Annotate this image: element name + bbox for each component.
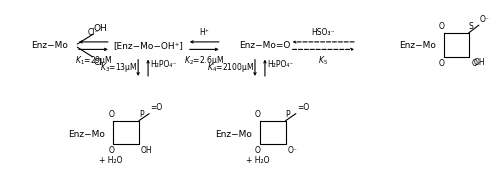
- Text: Enz−Mo: Enz−Mo: [399, 41, 436, 50]
- Text: H⁺: H⁺: [200, 28, 209, 37]
- Text: Cl: Cl: [94, 58, 102, 67]
- Text: P: P: [139, 110, 143, 119]
- Text: O: O: [255, 110, 261, 119]
- Text: H₂PO₄⁻: H₂PO₄⁻: [150, 60, 177, 69]
- Text: O: O: [108, 146, 114, 155]
- Text: Enz−Mo: Enz−Mo: [215, 130, 252, 139]
- Text: O: O: [108, 110, 114, 119]
- Text: $\it{K}$$_2$=2.6μM: $\it{K}$$_2$=2.6μM: [184, 54, 224, 67]
- Text: $\it{K}$$_5$: $\it{K}$$_5$: [318, 54, 328, 67]
- Text: [Enz−Mo−OH⁺]: [Enz−Mo−OH⁺]: [113, 41, 183, 50]
- Text: Enz−Mo: Enz−Mo: [31, 41, 68, 50]
- Text: Enz−Mo: Enz−Mo: [68, 130, 106, 139]
- Text: Enz−Mo=O: Enz−Mo=O: [239, 41, 290, 50]
- Text: =O: =O: [296, 103, 309, 112]
- Text: OH: OH: [94, 24, 107, 33]
- Text: O⁻: O⁻: [472, 59, 481, 68]
- Text: O: O: [438, 22, 444, 31]
- Text: O: O: [438, 59, 444, 68]
- Text: Cl⁻: Cl⁻: [88, 28, 99, 37]
- Text: $\it{K}$$_4$=2100μM: $\it{K}$$_4$=2100μM: [207, 61, 254, 74]
- Text: O: O: [255, 146, 261, 155]
- Text: $\it{K}$$_1$=29μM: $\it{K}$$_1$=29μM: [74, 54, 112, 67]
- Text: OH: OH: [141, 146, 152, 155]
- Text: O⁻: O⁻: [288, 146, 298, 155]
- Text: OH: OH: [474, 58, 486, 67]
- Text: P: P: [286, 110, 290, 119]
- Text: O⁻: O⁻: [480, 15, 490, 24]
- Text: HSO₃⁻: HSO₃⁻: [312, 28, 335, 37]
- Text: $\it{K}$$_3$=13μM: $\it{K}$$_3$=13μM: [100, 61, 137, 74]
- Text: + H₂O: + H₂O: [246, 156, 269, 165]
- Text: H₂PO₄⁻: H₂PO₄⁻: [268, 60, 294, 69]
- Text: + H₂O: + H₂O: [99, 156, 122, 165]
- Text: =O: =O: [150, 103, 162, 112]
- Text: S: S: [469, 22, 474, 31]
